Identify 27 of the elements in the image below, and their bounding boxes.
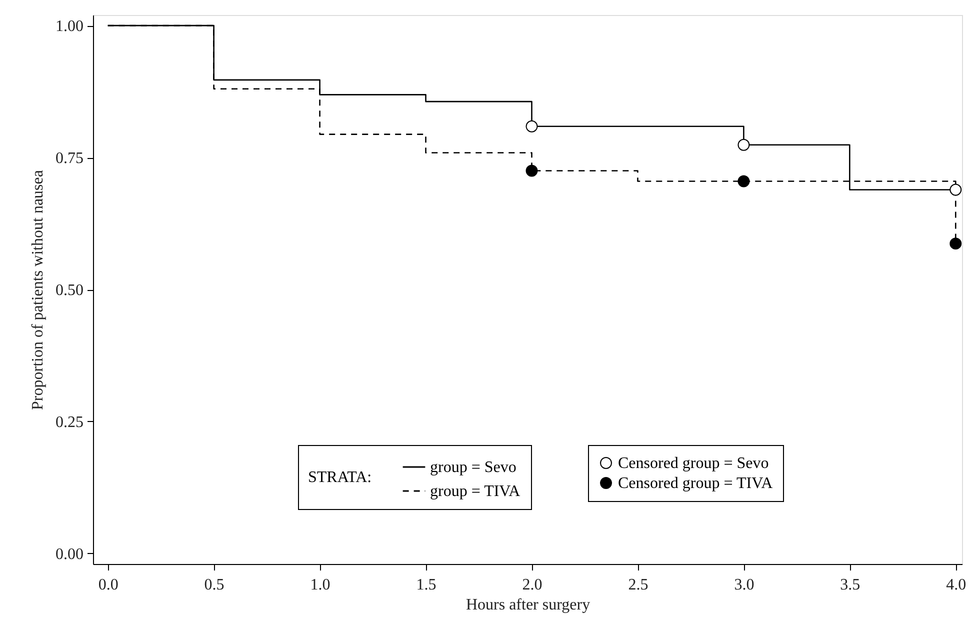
legend-label: Censored group = Sevo [618,455,769,472]
point [950,184,962,196]
x-tick-label: 4.0 [946,576,966,594]
x-axis-title: Hours after surgery [466,596,590,614]
x-tick-label: 0.0 [98,576,118,594]
y-tick-label: 0.00 [56,546,84,563]
legend-label: group = Sevo [430,459,516,476]
x-tick-label: 3.0 [734,576,754,594]
y-tick-label: 0.75 [56,150,84,168]
x-tick-label: 0.5 [204,576,224,594]
y-tick-label: 0.25 [56,414,84,431]
legend-title: STRATA: [308,469,372,486]
x-tick-label: 2.0 [522,576,542,594]
point [526,120,538,132]
point [738,138,750,151]
y-axis-title: Proportion of patients without nausea [30,170,46,410]
point [738,175,750,188]
y-tick-label: 1.00 [56,18,84,36]
legend-label: Censored group = TIVA [618,475,774,492]
legend-label: group = TIVA [430,483,521,500]
point [526,164,538,177]
x-tick-label: 1.0 [310,576,330,594]
y-tick-label: 0.50 [56,282,84,299]
x-tick-label: 3.5 [840,576,860,594]
point [950,238,962,250]
x-tick-label: 1.5 [416,576,436,594]
x-tick-label: 2.5 [628,576,648,594]
